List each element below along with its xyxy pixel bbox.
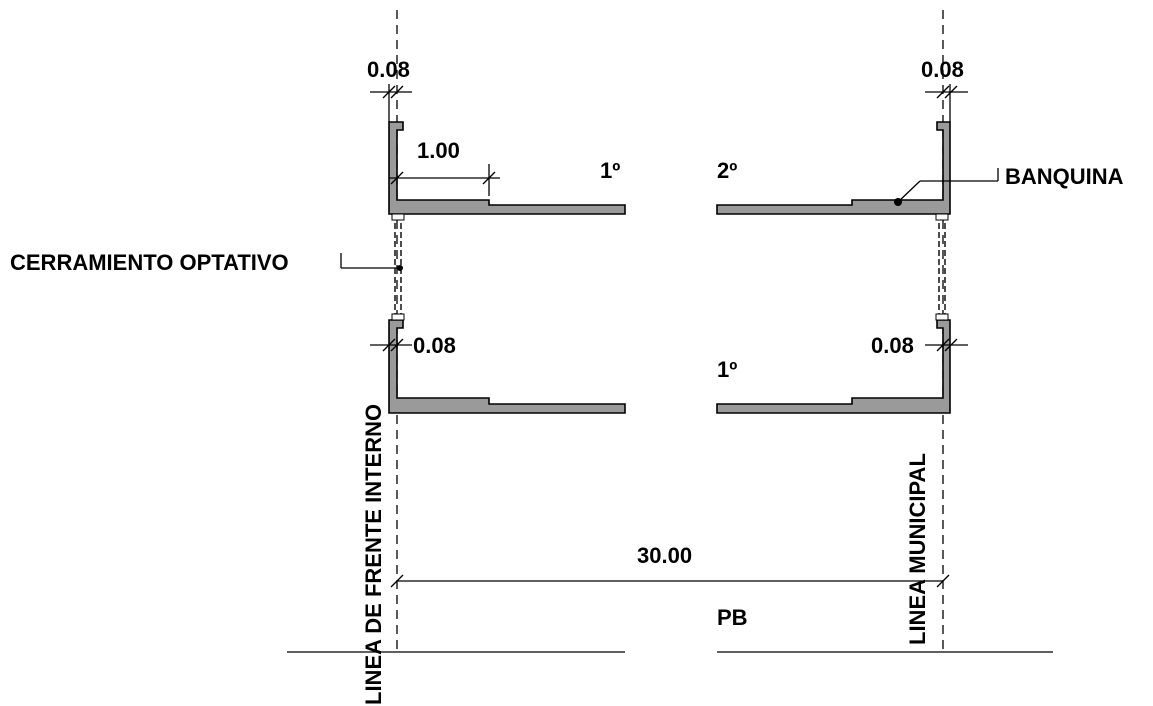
middle-right-balcony [716, 319, 951, 414]
floor-label-1-top: 1º [600, 158, 620, 183]
dim-label-total: 30.00 [637, 543, 692, 568]
dim-label-mid-right: 0.08 [871, 333, 914, 358]
linea-frente-label: LINEA DE FRENTE INTERNO [361, 404, 386, 705]
dim-label-cantilever: 1.00 [417, 138, 460, 163]
dimension-mid-left [370, 338, 412, 352]
floor-label-1-mid: 1º [717, 357, 737, 382]
floor-label-2-top: 2º [717, 158, 737, 183]
upper-left-balcony [388, 121, 626, 215]
dimension-total [390, 574, 950, 588]
middle-left-balcony [388, 319, 626, 414]
dimension-top-left [370, 84, 412, 122]
optional-enclosure-right [935, 213, 949, 321]
banquina-leader [894, 168, 999, 206]
banquina-label: BANQUINA [1005, 164, 1124, 189]
dim-label-mid-left: 0.08 [413, 333, 456, 358]
upper-right-balcony [716, 121, 951, 215]
floor-label-pb: PB [717, 605, 748, 630]
dim-label-top-right: 0.08 [921, 57, 964, 82]
cerramiento-label: CERRAMIENTO OPTATIVO [10, 250, 289, 275]
dimension-cantilever [389, 164, 500, 196]
dim-label-top-left: 0.08 [367, 57, 410, 82]
dimension-top-right [925, 84, 968, 122]
dimension-mid-right [925, 338, 968, 352]
optional-enclosure-left [391, 213, 405, 321]
linea-municipal-label: LINEA MUNICIPAL [905, 453, 930, 645]
cerramiento-leader [340, 253, 403, 271]
